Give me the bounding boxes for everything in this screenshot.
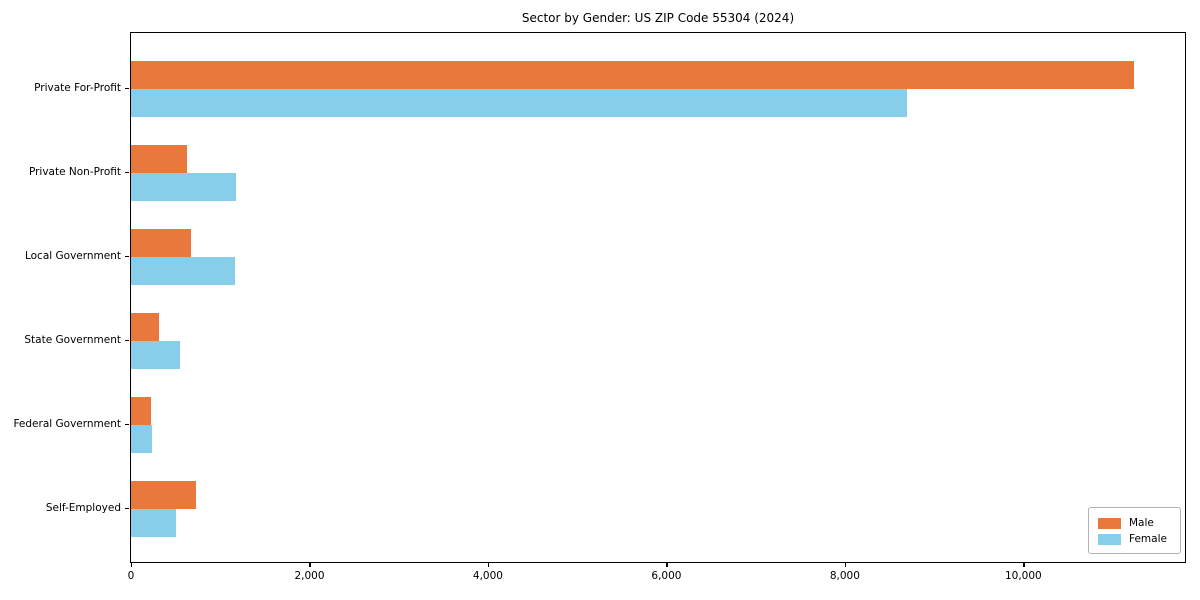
ytick-label-1: Private Non-Profit bbox=[28, 166, 121, 178]
xtick-mark-1 bbox=[309, 563, 311, 567]
ytick-mark-0 bbox=[125, 88, 129, 90]
bar-female-4 bbox=[131, 425, 152, 453]
ytick-label-0: Private For-Profit bbox=[34, 82, 121, 94]
bar-male-3 bbox=[131, 313, 159, 341]
ytick-mark-2 bbox=[125, 256, 129, 258]
plot-area: Male Female bbox=[130, 32, 1186, 563]
ytick-mark-5 bbox=[125, 508, 129, 510]
ytick-mark-1 bbox=[125, 172, 129, 174]
bar-male-4 bbox=[131, 397, 151, 425]
xtick-label-5: 10,000 bbox=[1004, 570, 1042, 582]
bar-female-2 bbox=[131, 257, 236, 285]
xtick-mark-2 bbox=[487, 563, 490, 567]
male-series-swatch-icon bbox=[1098, 517, 1121, 529]
legend-label-male: Male bbox=[1129, 517, 1154, 529]
xtick-mark-3 bbox=[666, 563, 668, 567]
ytick-label-5: Self-Employed bbox=[45, 502, 121, 514]
xtick-label-1: 2,000 bbox=[294, 570, 325, 582]
bar-male-0 bbox=[131, 61, 1134, 89]
legend: Male Female bbox=[1088, 507, 1181, 554]
ytick-label-3: State Government bbox=[24, 334, 121, 346]
plot-inner bbox=[131, 33, 1185, 562]
xtick-label-4: 8,000 bbox=[829, 570, 860, 582]
bar-male-5 bbox=[131, 481, 196, 509]
xtick-label-2: 4,000 bbox=[472, 570, 503, 582]
ytick-label-4: Federal Government bbox=[13, 418, 121, 430]
bar-female-1 bbox=[131, 173, 236, 201]
bar-female-5 bbox=[131, 509, 176, 537]
chart-title: Sector by Gender: US ZIP Code 55304 (202… bbox=[521, 11, 795, 25]
bar-male-1 bbox=[131, 145, 188, 173]
legend-label-female: Female bbox=[1129, 533, 1167, 545]
ytick-label-2: Local Government bbox=[24, 250, 121, 262]
legend-row-female: Female bbox=[1098, 531, 1180, 547]
legend-row-male: Male bbox=[1098, 515, 1180, 531]
xtick-mark-4 bbox=[844, 563, 847, 567]
bar-female-0 bbox=[131, 89, 907, 117]
xtick-mark-5 bbox=[1023, 563, 1025, 567]
ytick-mark-3 bbox=[125, 340, 129, 342]
bar-male-2 bbox=[131, 229, 192, 257]
xtick-label-3: 6,000 bbox=[651, 570, 682, 582]
bar-female-3 bbox=[131, 341, 180, 369]
ytick-mark-4 bbox=[125, 424, 129, 426]
xtick-label-0: 0 bbox=[127, 570, 135, 582]
xtick-mark-0 bbox=[131, 563, 133, 567]
female-series-swatch-icon bbox=[1098, 533, 1121, 545]
